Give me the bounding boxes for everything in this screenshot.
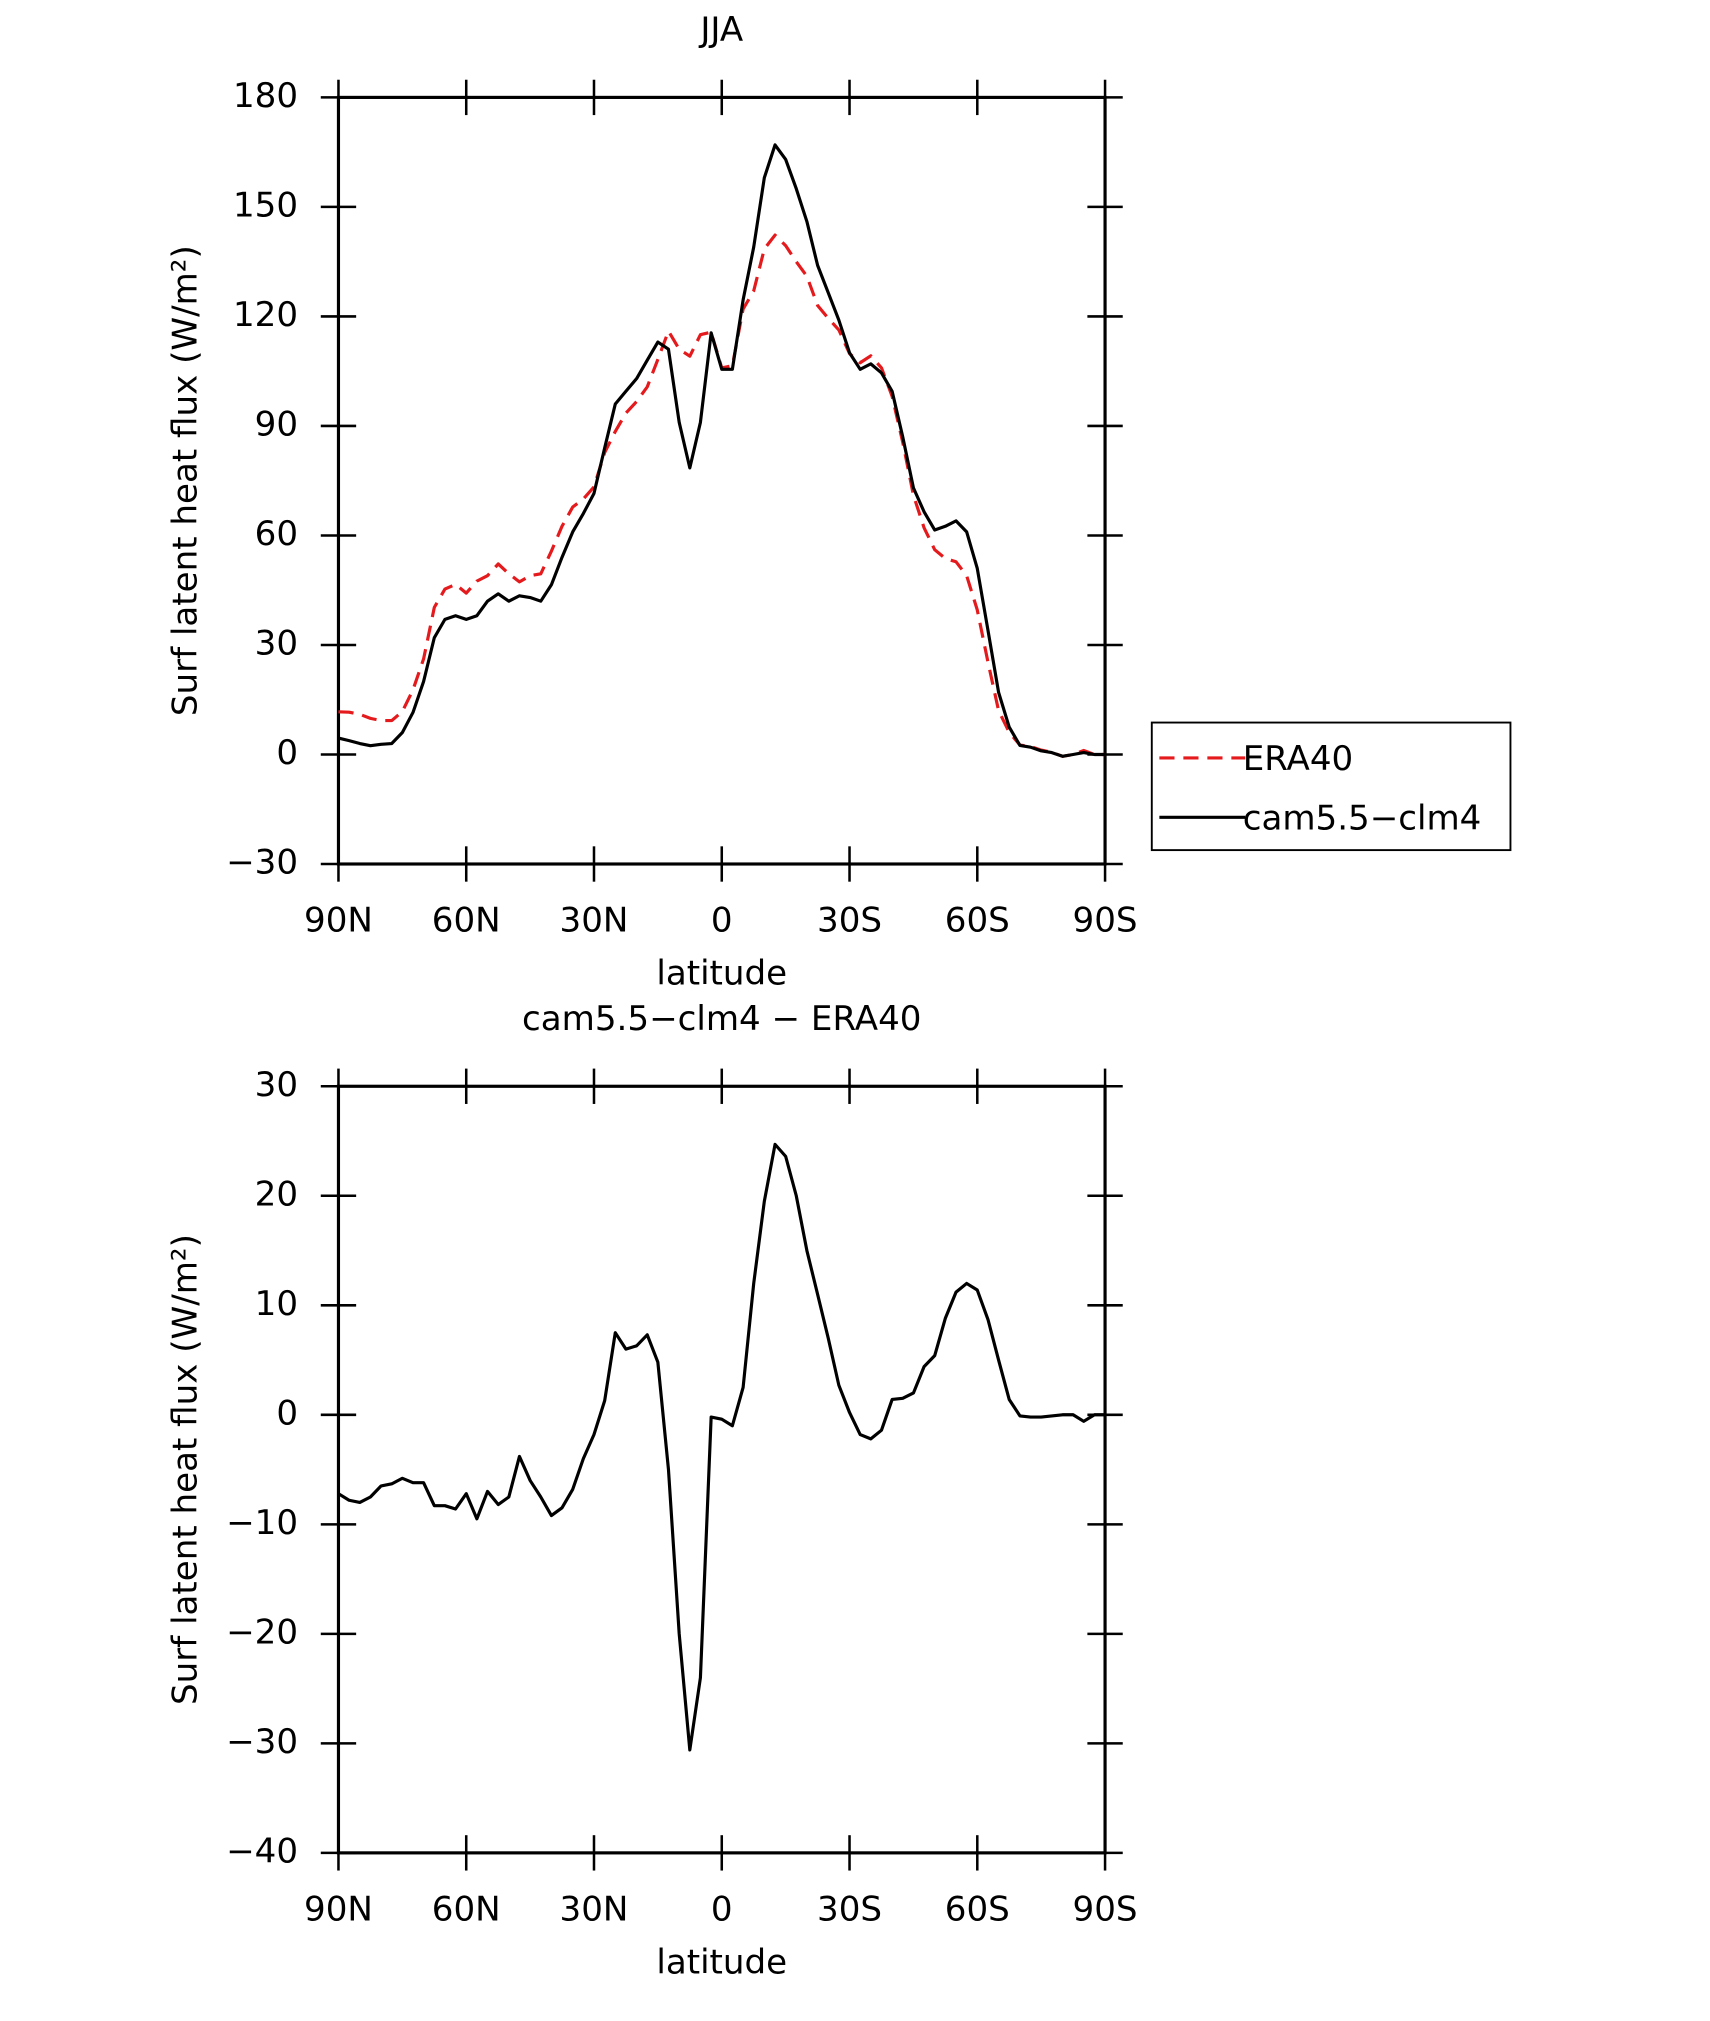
plot-frame <box>336 95 1107 866</box>
x-tick-label: 0 <box>711 1889 733 1929</box>
y-tick-label: −40 <box>226 1831 298 1871</box>
y-tick-label: 90 <box>255 404 298 444</box>
x-tick-label: 0 <box>711 901 733 941</box>
x-tick-label: 90S <box>1073 901 1138 941</box>
y-tick-label: 60 <box>255 514 298 554</box>
y-tick-label: 30 <box>255 623 298 663</box>
x-tick-label: 90S <box>1073 1889 1138 1929</box>
y-tick-label: −30 <box>226 843 298 883</box>
y-tick-label: −20 <box>226 1612 298 1652</box>
y-tick-label: 0 <box>276 733 298 773</box>
x-axis-label: latitude <box>656 1943 787 1983</box>
x-tick-label: 30S <box>817 901 882 941</box>
x-tick-label: 30S <box>817 1889 882 1929</box>
y-tick-label: 150 <box>233 185 298 225</box>
data-line <box>337 1142 1106 1752</box>
x-tick-label: 30N <box>560 901 629 941</box>
y-axis-label: Surf latent heat flux (W/m²) <box>165 1234 205 1705</box>
x-tick-label: 60N <box>432 1889 501 1929</box>
legend-label: cam5.5−clm4 <box>1243 798 1482 838</box>
y-tick-label: 10 <box>255 1284 298 1324</box>
x-tick-label: 90N <box>304 901 373 941</box>
y-tick-label: 180 <box>233 76 298 116</box>
x-tick-label: 60S <box>945 901 1010 941</box>
legend: ERA40 cam5.5−clm4 <box>1150 721 1512 852</box>
chart-title: JJA <box>698 10 744 50</box>
data-line <box>338 143 1106 758</box>
legend-box <box>1150 721 1512 852</box>
plot-frame <box>336 1084 1107 1855</box>
y-tick-label: 30 <box>255 1065 298 1105</box>
x-tick-label: 90N <box>304 1889 373 1929</box>
y-tick-label: 0 <box>276 1393 298 1433</box>
x-tick-label: 60N <box>432 901 501 941</box>
y-axis-label: Surf latent heat flux (W/m²) <box>165 245 205 716</box>
y-tick-label: 20 <box>255 1174 298 1214</box>
x-axis-label: latitude <box>656 954 787 994</box>
y-tick-label: −30 <box>226 1722 298 1762</box>
y-tick-label: 120 <box>233 295 298 335</box>
x-tick-label: 60S <box>945 1889 1010 1929</box>
chart-title: cam5.5−clm4 − ERA40 <box>522 999 921 1039</box>
y-tick-label: −10 <box>226 1503 298 1543</box>
legend-label: ERA40 <box>1243 739 1354 779</box>
data-line <box>338 233 1106 758</box>
x-tick-label: 30N <box>560 1889 629 1929</box>
